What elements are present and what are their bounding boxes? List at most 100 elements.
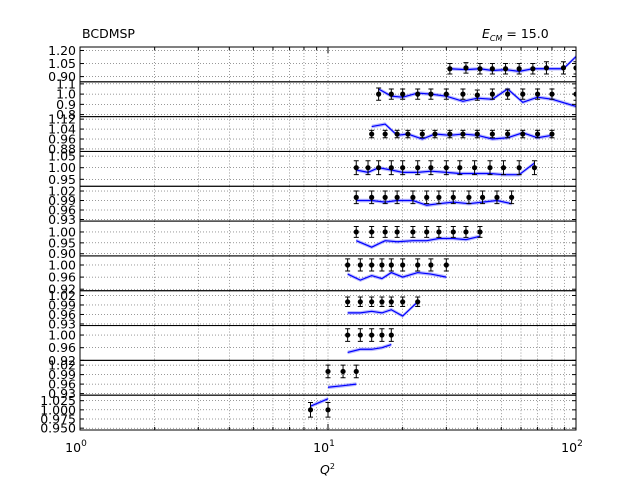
data-point bbox=[428, 262, 434, 268]
data-point bbox=[388, 262, 394, 268]
data-point bbox=[325, 407, 331, 413]
x-tick-label: 101 bbox=[313, 439, 335, 455]
data-point bbox=[376, 165, 382, 171]
data-point bbox=[415, 165, 421, 171]
data-point bbox=[415, 299, 421, 305]
y-tick-label: 1.1 bbox=[56, 76, 76, 91]
y-tick-label: 1.00 bbox=[48, 257, 76, 272]
panel-10: 1.020.990.960.93 bbox=[48, 358, 577, 401]
panel-plot-area bbox=[80, 47, 576, 82]
data-point bbox=[400, 299, 406, 305]
y-tick-label: 0.975 bbox=[40, 412, 76, 427]
model-uncertainty-band bbox=[347, 300, 418, 318]
data-point bbox=[325, 368, 331, 375]
data-point bbox=[436, 194, 442, 200]
y-tick-label: 0.95 bbox=[48, 172, 76, 187]
data-point bbox=[505, 131, 511, 137]
data-point bbox=[477, 66, 483, 72]
data-point bbox=[410, 194, 416, 200]
y-tick-label: 1.02 bbox=[48, 288, 76, 303]
panel-plot-area bbox=[80, 395, 576, 430]
data-point bbox=[489, 66, 495, 72]
y-tick-label: 0.950 bbox=[40, 421, 76, 436]
y-tick-label: 0.92 bbox=[48, 353, 76, 368]
y-tick-label: 0.96 bbox=[48, 203, 76, 218]
data-point bbox=[394, 131, 400, 137]
y-tick-label: 0.8 bbox=[56, 107, 76, 122]
data-point bbox=[369, 194, 375, 200]
data-point bbox=[382, 194, 388, 200]
y-tick-label: 0.93 bbox=[48, 316, 76, 331]
panel-plot-area bbox=[80, 81, 576, 117]
y-tick-label: 0.90 bbox=[48, 246, 76, 261]
y-tick-label: 1.02 bbox=[48, 184, 76, 199]
model-uncertainty-band bbox=[347, 342, 392, 355]
data-point bbox=[443, 262, 449, 268]
y-tick-label: 0.96 bbox=[48, 377, 76, 392]
y-tick-label: 1.00 bbox=[48, 328, 76, 343]
data-point bbox=[353, 229, 359, 235]
data-point bbox=[505, 91, 511, 97]
y-tick-label: 0.96 bbox=[48, 132, 76, 147]
y-tick-label: 0.96 bbox=[48, 307, 76, 322]
data-point bbox=[415, 262, 421, 268]
data-point bbox=[345, 332, 351, 338]
data-point bbox=[466, 194, 472, 200]
panel-1: 1.201.050.90 bbox=[48, 43, 577, 84]
y-tick-label: 1.000 bbox=[40, 402, 76, 417]
data-point bbox=[443, 165, 449, 171]
y-tick-label: 1.12 bbox=[48, 112, 76, 127]
data-point bbox=[534, 91, 541, 97]
data-point bbox=[410, 229, 416, 235]
data-point bbox=[460, 131, 466, 137]
data-point bbox=[432, 131, 438, 137]
data-point bbox=[369, 299, 375, 305]
y-tick-label: 1.04 bbox=[48, 122, 76, 137]
data-point bbox=[419, 131, 425, 137]
data-point bbox=[376, 91, 382, 97]
data-point bbox=[531, 165, 538, 171]
data-point bbox=[357, 262, 363, 268]
panel-3: 1.121.040.960.88 bbox=[48, 112, 577, 156]
panel-plot-area bbox=[80, 151, 576, 187]
data-point bbox=[357, 299, 363, 305]
panel-frame bbox=[79, 81, 577, 118]
ecm-value: = 15.0 bbox=[502, 26, 548, 41]
data-point bbox=[560, 65, 567, 71]
model-line bbox=[356, 235, 481, 248]
data-point bbox=[520, 91, 526, 97]
panel-plot-area bbox=[80, 186, 576, 222]
data-point bbox=[530, 66, 536, 72]
ecm-symbol: E bbox=[482, 26, 490, 41]
data-point bbox=[447, 66, 453, 72]
model-line bbox=[347, 301, 419, 317]
data-point bbox=[340, 368, 346, 375]
y-tick-label: 0.90 bbox=[48, 69, 76, 84]
x-axis-label: Q2 bbox=[320, 462, 335, 477]
data-point bbox=[450, 194, 456, 200]
panel-5: 1.020.990.960.93 bbox=[48, 184, 577, 227]
data-point bbox=[450, 229, 456, 235]
data-point bbox=[471, 165, 478, 171]
data-point bbox=[353, 368, 359, 375]
data-point bbox=[365, 165, 371, 171]
data-point bbox=[428, 91, 434, 97]
data-point bbox=[388, 165, 394, 171]
data-point bbox=[549, 131, 555, 137]
panel-plot-area bbox=[80, 116, 576, 152]
y-tick-label: 0.99 bbox=[48, 193, 76, 208]
y-tick-label: 1.0 bbox=[56, 87, 76, 102]
model-uncertainty-band bbox=[356, 234, 480, 250]
data-point bbox=[489, 91, 495, 97]
y-tick-label: 0.96 bbox=[48, 270, 76, 285]
panel-frame bbox=[79, 220, 577, 257]
data-point bbox=[382, 229, 388, 235]
data-point bbox=[424, 194, 430, 200]
data-point bbox=[428, 165, 434, 171]
data-point bbox=[494, 194, 500, 200]
data-point bbox=[502, 66, 509, 72]
data-point bbox=[436, 229, 442, 235]
data-point bbox=[474, 131, 480, 137]
x-tick-label-base: 10 bbox=[313, 440, 329, 455]
data-point bbox=[487, 165, 493, 171]
